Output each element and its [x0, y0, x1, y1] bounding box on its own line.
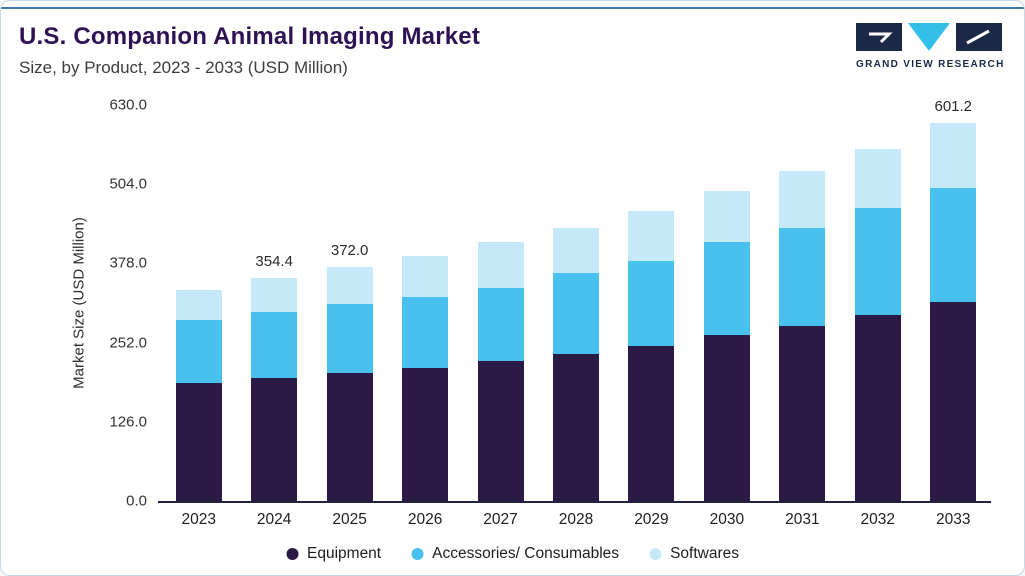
segment-2026-softwares — [402, 255, 449, 297]
x-tick-label-2030: 2030 — [709, 511, 745, 528]
segment-2030-equipment — [703, 335, 750, 501]
segment-2027-accessories-consumables — [477, 287, 524, 362]
total-label-2025: 372.0 — [330, 242, 369, 260]
segment-2028-equipment — [552, 353, 599, 501]
segment-2024-softwares — [251, 278, 298, 313]
segment-2027-equipment — [477, 361, 524, 501]
bar-slot-2023: 2023 — [161, 105, 236, 528]
segment-2030-accessories-consumables — [703, 242, 750, 336]
bar-slot-2031: 2031 — [765, 105, 840, 528]
segment-2025-equipment — [326, 373, 373, 501]
bar-slot-2030: 2030 — [689, 105, 764, 528]
y-tick-label-504.0: 504.0 — [109, 175, 147, 193]
total-label-2033: 601.2 — [934, 98, 973, 116]
legend-swatch-softwares — [649, 548, 662, 560]
bar-slot-2027: 2027 — [463, 105, 538, 528]
bar-slot-2024: 354.4 2024 — [236, 105, 311, 528]
segment-2033-softwares — [930, 123, 977, 188]
segment-2029-softwares — [628, 210, 675, 261]
legend-label-softwares: Softwares — [670, 545, 739, 562]
segment-2029-equipment — [628, 346, 675, 501]
segment-2024-accessories-consumables — [251, 312, 298, 378]
segment-2025-accessories-consumables — [326, 304, 373, 374]
bar-2024 — [251, 278, 298, 501]
y-tick-label-126.0: 126.0 — [109, 413, 147, 431]
segment-2031-equipment — [779, 326, 826, 501]
bar-2033 — [930, 123, 977, 501]
segment-2024-equipment — [251, 377, 298, 501]
segment-2027-softwares — [477, 242, 524, 288]
segment-2031-accessories-consumables — [779, 227, 826, 327]
chart-title: U.S. Companion Animal Imaging Market — [19, 23, 481, 50]
segment-2029-accessories-consumables — [628, 260, 675, 347]
y-tick-label-378.0: 378.0 — [109, 254, 147, 272]
legend: Equipment Accessories/ Consumables Softw… — [286, 545, 739, 563]
bar-slot-2029: 2029 — [614, 105, 689, 528]
x-tick-label-2026: 2026 — [407, 511, 443, 528]
bar-2027 — [477, 242, 524, 501]
y-tick-label-252.0: 252.0 — [109, 334, 147, 352]
segment-2023-softwares — [175, 289, 222, 320]
segment-2028-accessories-consumables — [552, 273, 599, 354]
segment-2032-equipment — [854, 314, 901, 501]
segment-2023-accessories-consumables — [175, 320, 222, 383]
legend-label-accessories-consumables: Accessories/ Consumables — [432, 545, 620, 562]
legend-label-equipment: Equipment — [307, 545, 382, 562]
x-tick-label-2028: 2028 — [558, 511, 594, 528]
plot-area: 2023 354.4 2024 372.0 2025 2026 2027 2028 2029 20… — [109, 97, 991, 528]
y-tick-label-630.0: 630.0 — [109, 96, 147, 114]
bar-2032 — [854, 149, 901, 501]
y-axis-title: Market Size (USD Million) — [70, 217, 88, 389]
x-tick-label-2032: 2032 — [860, 511, 896, 528]
legend-item-equipment: Equipment — [286, 545, 381, 563]
segment-2025-softwares — [326, 267, 373, 305]
segment-2032-accessories-consumables — [854, 208, 901, 315]
segment-2030-softwares — [703, 191, 750, 243]
legend-swatch-equipment — [286, 548, 299, 560]
top-accent-line — [1, 7, 1024, 9]
bar-2023 — [175, 289, 222, 501]
x-tick-label-2031: 2031 — [785, 511, 820, 528]
x-tick-label-2033: 2033 — [936, 511, 971, 528]
bar-slot-2026: 2026 — [387, 105, 462, 528]
legend-item-accessories-consumables: Accessories/ Consumables — [411, 545, 619, 563]
x-tick-label-2025: 2025 — [332, 511, 367, 528]
legend-item-softwares: Softwares — [649, 545, 739, 563]
bar-slot-2028: 2028 — [538, 105, 613, 528]
segment-2032-softwares — [854, 149, 901, 209]
segment-2031-softwares — [779, 171, 826, 228]
total-label-2024: 354.4 — [255, 253, 293, 271]
segment-2028-softwares — [552, 227, 599, 274]
chart-subtitle: Size, by Product, 2023 - 2033 (USD Milli… — [19, 58, 348, 77]
bar-slot-2025: 372.0 2025 — [312, 105, 387, 528]
x-tick-label-2027: 2027 — [483, 511, 518, 528]
bar-2025 — [326, 267, 373, 501]
segment-2026-equipment — [402, 368, 449, 501]
segment-2023-equipment — [175, 382, 222, 501]
gvr-logo-text: GRAND VIEW RESEARCH — [856, 59, 1005, 70]
x-tick-label-2024: 2024 — [256, 511, 292, 528]
y-tick-label-0.0: 0.0 — [126, 492, 147, 510]
bar-2029 — [628, 210, 675, 501]
legend-swatch-accessories-consumables — [411, 548, 424, 560]
gvr-logo-mark — [856, 23, 1002, 51]
bar-slot-2033: 601.2 2033 — [916, 98, 991, 528]
x-axis-line — [158, 501, 991, 503]
segment-2033-equipment — [930, 301, 977, 501]
chart-header: U.S. Companion Animal Imaging Market Siz… — [19, 23, 480, 78]
x-tick-label-2023: 2023 — [181, 511, 216, 528]
bar-2026 — [402, 255, 449, 501]
x-tick-label-2029: 2029 — [634, 511, 669, 528]
segment-2033-accessories-consumables — [930, 187, 977, 302]
segment-2026-accessories-consumables — [402, 296, 449, 369]
bar-2030 — [703, 191, 750, 501]
bar-slot-2032: 2032 — [840, 105, 915, 528]
bar-2031 — [779, 171, 826, 501]
gvr-logo: GRAND VIEW RESEARCH — [856, 23, 1005, 70]
bar-2028 — [552, 227, 599, 501]
bars-container: 2023 354.4 2024 372.0 2025 2026 2027 2028 2029 20… — [161, 98, 991, 528]
